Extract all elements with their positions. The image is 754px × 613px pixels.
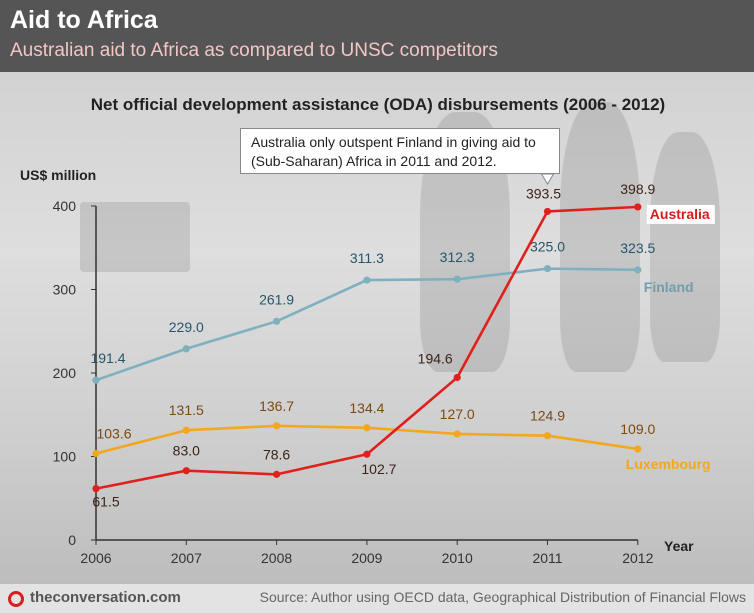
data-point-luxembourg: [363, 424, 371, 432]
line-chart: Net official development assistance (ODA…: [20, 95, 715, 566]
data-label-luxembourg: 127.0: [440, 406, 475, 422]
data-label-australia: 194.6: [418, 351, 453, 367]
data-point-australia: [92, 485, 100, 493]
source-note: Source: Author using OECD data, Geograph…: [259, 589, 746, 605]
data-point-finland: [182, 345, 190, 353]
data-point-australia: [182, 467, 190, 475]
series-layer: 191.4 229.0 261.9 311.3 312.3 325.0 323.5 Finla…: [90, 173, 715, 510]
data-point-luxembourg: [543, 432, 552, 440]
data-label-australia: 102.7: [361, 461, 396, 477]
x-tick-label: 2009: [351, 550, 382, 566]
annotation-line-1: Australia only outspent Finland in givin…: [251, 134, 536, 150]
y-tick-label: 100: [53, 449, 77, 465]
data-point-finland: [453, 275, 461, 283]
y-tick-label: 200: [53, 365, 77, 381]
header-bar: Aid to Africa Australian aid to Africa a…: [0, 0, 754, 72]
data-label-australia: 78.6: [263, 446, 290, 462]
data-point-luxembourg: [273, 422, 281, 430]
data-label-luxembourg: 109.0: [620, 421, 655, 437]
data-label-finland: 311.3: [350, 250, 384, 266]
data-label-finland: 312.3: [440, 249, 475, 265]
annotation-line-2: (Sub-Saharan) Africa in 2011 and 2012.: [251, 153, 497, 169]
callout-pointer: [540, 173, 555, 185]
data-point-finland: [543, 265, 552, 273]
x-axis-label: Year: [664, 538, 694, 554]
x-tick-label: 2011: [532, 550, 562, 566]
data-label-finland: 261.9: [259, 291, 294, 307]
data-label-luxembourg: 103.6: [96, 425, 131, 441]
data-label-finland: 323.5: [620, 240, 655, 256]
series-legend-label-luxembourg: Luxembourg: [626, 456, 711, 472]
x-tick-label: 2010: [442, 550, 473, 566]
data-label-australia: 393.5: [526, 185, 561, 201]
data-point-finland: [92, 376, 100, 384]
data-label-australia: 398.9: [620, 181, 655, 197]
data-point-australia: [453, 373, 461, 382]
data-point-finland: [363, 276, 371, 284]
x-tick-label: 2008: [261, 550, 292, 566]
y-tick-label: 400: [53, 198, 77, 214]
y-axis-label: US$ million: [20, 167, 96, 183]
hut-shape: [80, 202, 190, 272]
footer-bar: theconversation.com Source: Author using…: [0, 584, 754, 613]
data-point-australia: [363, 450, 371, 458]
data-point-australia: [543, 207, 552, 216]
x-tick-label: 2012: [622, 550, 653, 566]
data-label-australia: 83.0: [173, 443, 200, 459]
figure-shape: [650, 132, 720, 362]
data-point-luxembourg: [182, 426, 190, 434]
data-point-luxembourg: [453, 430, 461, 438]
data-label-luxembourg: 134.4: [349, 400, 384, 416]
annotation-callout: Australia only outspent Finland in givin…: [240, 128, 560, 174]
data-point-finland: [634, 266, 642, 274]
figure-shape: [560, 102, 640, 372]
chart-title: Net official development assistance (ODA…: [91, 95, 665, 114]
page-subtitle: Australian aid to Africa as compared to …: [10, 40, 498, 61]
conversation-logo-icon: [8, 591, 24, 607]
data-label-luxembourg: 136.7: [259, 398, 294, 414]
page-title: Aid to Africa: [10, 6, 158, 34]
data-point-finland: [273, 317, 281, 325]
data-label-luxembourg: 124.9: [530, 408, 565, 424]
y-tick-label: 300: [53, 282, 77, 298]
data-label-finland: 229.0: [169, 319, 204, 335]
data-point-australia: [634, 203, 642, 211]
axes: 0 100 200 300 400 2006 2007 2008 2009 2010 2011 201…: [53, 198, 654, 566]
data-point-luxembourg: [92, 449, 100, 458]
series-legend-label-finland: Finland: [644, 279, 694, 295]
data-label-finland: 325.0: [530, 239, 565, 255]
x-tick-label: 2006: [80, 550, 111, 566]
data-label-finland: 191.4: [90, 350, 125, 366]
series-legend-label-australia: Australia: [650, 206, 710, 222]
data-label-luxembourg: 131.5: [169, 402, 204, 418]
legend-label-bg: [646, 204, 715, 224]
data-label-australia: 61.5: [92, 494, 119, 510]
data-point-luxembourg: [634, 445, 642, 453]
y-tick-label: 0: [68, 532, 76, 548]
site-name[interactable]: theconversation.com: [30, 589, 181, 606]
data-point-australia: [273, 470, 281, 478]
x-tick-label: 2007: [171, 550, 202, 566]
